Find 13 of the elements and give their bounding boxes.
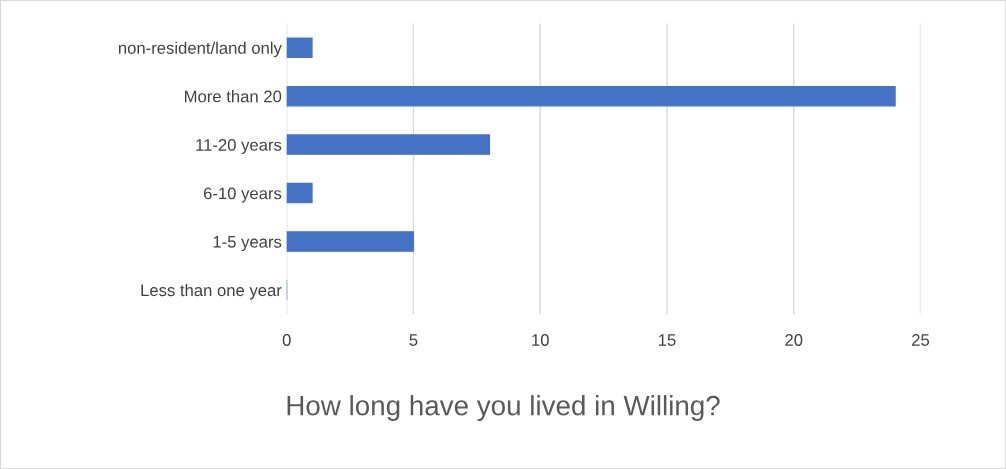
y-tick-label: non-resident/land only (118, 41, 282, 58)
y-tick-label: 6-10 years (203, 187, 282, 203)
x-tick-label: 20 (785, 334, 803, 346)
x-tick-label: 5 (409, 334, 418, 346)
y-tick-label: 1-5 years (213, 236, 282, 252)
text: How long have you lived in Willing? (287, 395, 720, 421)
x-tick-label: 0 (282, 334, 291, 346)
x-tick-label: 10 (532, 334, 549, 346)
y-tick-label: More than 20 (185, 90, 282, 103)
y-tick-label: 11-20 years (196, 139, 282, 155)
x-tick-label: 15 (658, 334, 676, 346)
y-tick-label: Less than one year (141, 283, 282, 300)
x-tick-label: 25 (912, 334, 930, 346)
